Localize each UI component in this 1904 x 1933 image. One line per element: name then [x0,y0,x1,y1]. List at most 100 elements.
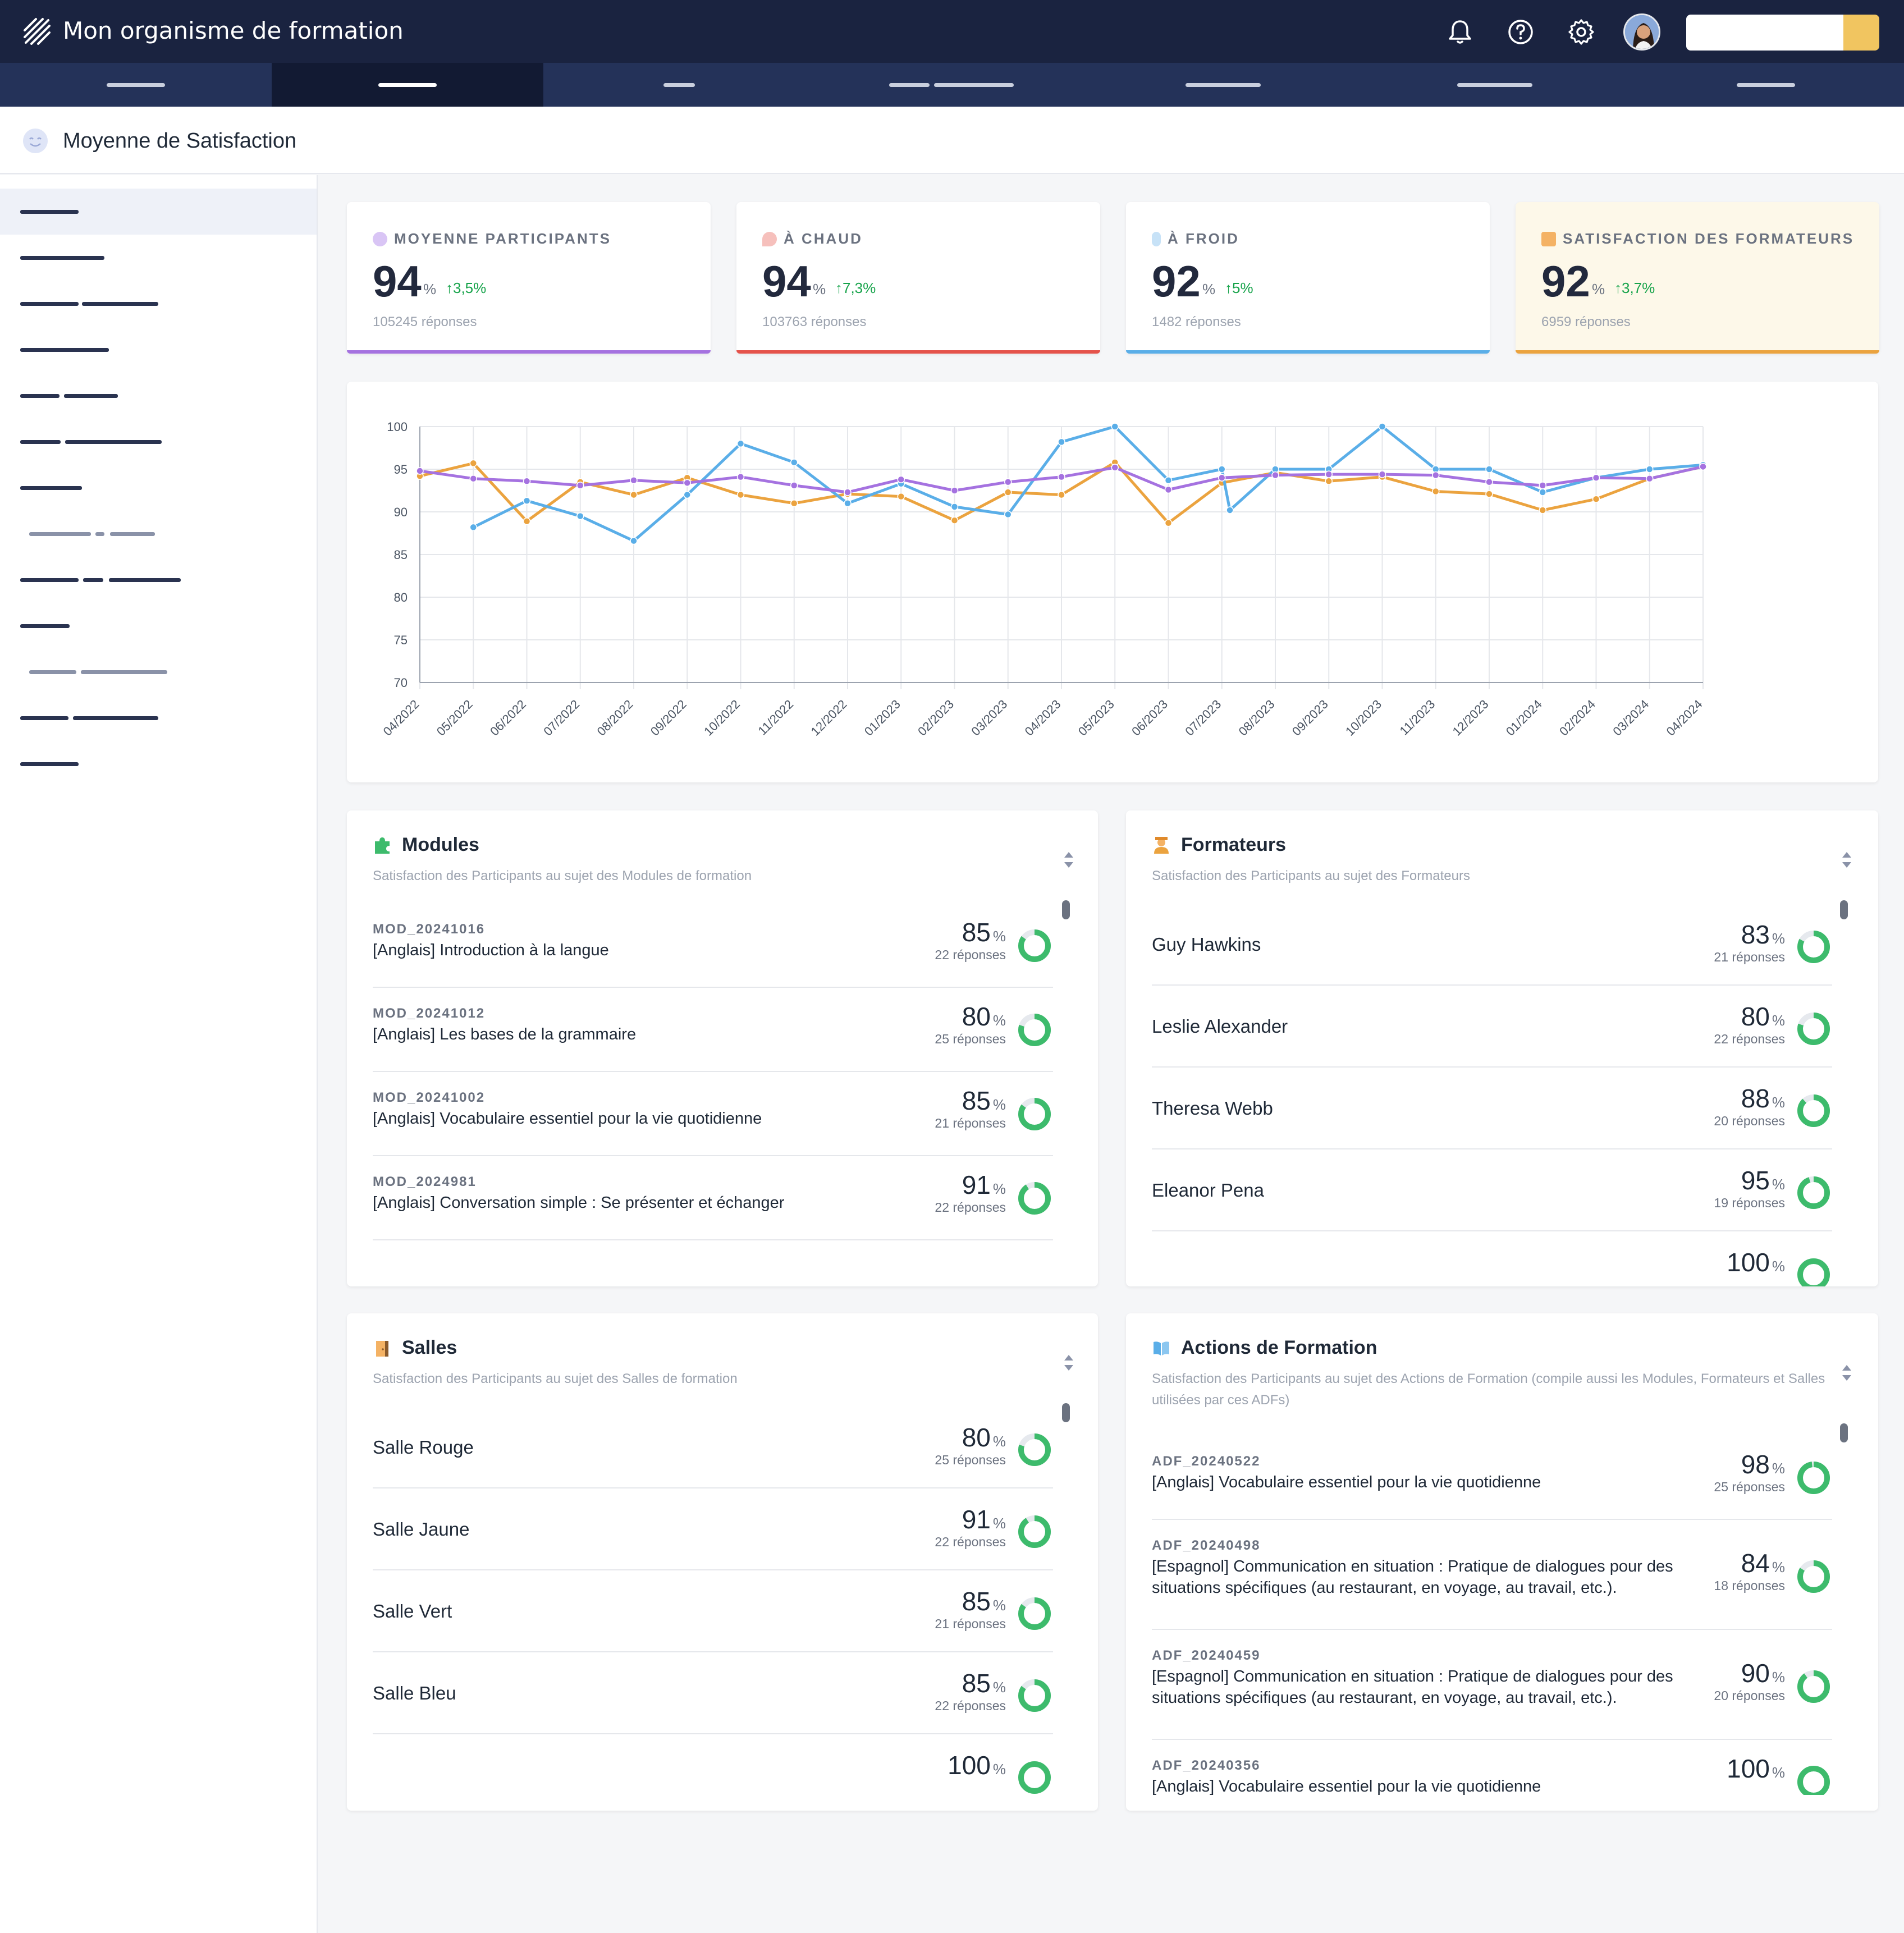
data-point[interactable] [523,517,531,525]
list-item[interactable]: ADF_20240459 [Espagnol] Communication en … [1152,1630,1832,1740]
data-point[interactable] [897,475,905,483]
data-point[interactable] [844,488,852,496]
list-item[interactable]: ADF_20240498 [Espagnol] Communication en … [1152,1520,1832,1630]
search-button[interactable] [1843,15,1879,51]
data-point[interactable] [1325,477,1333,485]
data-point[interactable] [1164,519,1173,527]
data-point[interactable] [1539,506,1546,514]
data-point[interactable] [523,477,531,485]
data-point[interactable] [1271,471,1279,479]
data-point[interactable] [683,479,691,487]
data-point[interactable] [1485,465,1493,473]
data-point[interactable] [1325,470,1333,478]
data-point[interactable] [1592,474,1600,482]
data-point[interactable] [1226,506,1234,514]
sidebar-item-11[interactable] [0,741,317,787]
sort-icon[interactable] [1062,1353,1075,1373]
sort-icon[interactable] [1840,1363,1853,1383]
tab-3[interactable] [543,63,815,107]
list-item[interactable]: ADF_20240522 [Anglais] Vocabulaire essent… [1152,1436,1832,1520]
data-point[interactable] [523,497,531,505]
data-point[interactable] [469,459,477,468]
data-point[interactable] [897,492,905,501]
tab-6[interactable] [1358,63,1630,107]
data-point[interactable] [1699,462,1707,471]
list-item[interactable]: Salle Vert 85% 21 réponses [373,1570,1053,1652]
data-point[interactable] [469,523,477,532]
sidebar-item-8[interactable] [0,557,317,603]
data-point[interactable] [1592,495,1600,503]
data-point[interactable] [630,491,638,499]
data-point[interactable] [576,482,584,489]
list-item[interactable]: Leslie Alexander 80% 22 réponses [1152,986,1832,1068]
data-point[interactable] [469,474,477,483]
list-item[interactable]: 100% [373,1734,1053,1811]
scrollbar-thumb[interactable] [1840,1423,1848,1442]
data-point[interactable] [1058,491,1065,499]
sidebar-subitem-2[interactable] [0,649,317,695]
sidebar-item-9[interactable] [0,603,317,649]
data-point[interactable] [950,487,959,494]
list-item[interactable]: Salle Bleu 85% 22 réponses [373,1652,1053,1734]
tab-2[interactable] [272,63,543,107]
list-item[interactable]: MOD_20241012 [Anglais] Les bases de la gr… [373,988,1053,1072]
data-point[interactable] [790,459,798,466]
gear-icon[interactable] [1567,18,1595,46]
data-point[interactable] [1164,485,1173,494]
help-icon[interactable] [1507,18,1535,46]
sidebar-item-3[interactable] [0,281,317,327]
data-point[interactable] [736,439,745,448]
data-point[interactable] [1004,488,1012,496]
tab-4[interactable] [815,63,1087,107]
data-point[interactable] [1164,477,1173,484]
data-point[interactable] [1539,488,1546,496]
data-point[interactable] [736,473,745,481]
sidebar-item-4[interactable] [0,327,317,373]
sidebar-item-2[interactable] [0,235,317,281]
data-point[interactable] [1378,470,1386,478]
data-point[interactable] [1111,464,1119,471]
sidebar-item-7[interactable] [0,465,317,511]
scrollbar-thumb[interactable] [1062,900,1070,919]
satisfaction-line-chart[interactable]: 70 75 80 85 90 95 100 04/2022 05/2022 06/2022 07/2… [347,382,1878,782]
data-point[interactable] [1485,490,1493,498]
tab-5[interactable] [1087,63,1358,107]
tab-7[interactable] [1630,63,1904,107]
data-point[interactable] [576,512,584,520]
data-point[interactable] [1432,471,1440,479]
data-point[interactable] [844,500,852,507]
data-point[interactable] [1646,474,1654,483]
sort-icon[interactable] [1062,850,1075,870]
list-item[interactable]: Salle Rouge 80% 25 réponses [373,1407,1053,1488]
list-item[interactable]: Theresa Webb 88% 20 réponses [1152,1068,1832,1149]
data-point[interactable] [790,482,798,489]
sidebar-item-1[interactable] [0,189,317,235]
list-item[interactable]: Salle Jaune 91% 22 réponses [373,1488,1053,1570]
data-point[interactable] [950,516,959,524]
scrollbar-thumb[interactable] [1062,1403,1070,1422]
scrollbar-thumb[interactable] [1840,900,1848,919]
data-point[interactable] [630,477,638,484]
data-point[interactable] [1058,438,1065,446]
sidebar-subitem-1[interactable] [0,511,317,557]
sidebar-item-5[interactable] [0,373,317,419]
sidebar-item-10[interactable] [0,695,317,741]
list-item[interactable]: Guy Hawkins 83% 21 réponses [1152,904,1832,986]
search-input[interactable] [1686,15,1843,51]
data-point[interactable] [1218,474,1226,482]
data-point[interactable] [1378,423,1386,430]
list-item[interactable]: 100% [1152,1231,1832,1286]
data-point[interactable] [1004,478,1012,486]
data-point[interactable] [1058,473,1065,481]
data-point[interactable] [736,491,745,499]
avatar[interactable] [1623,13,1660,51]
data-point[interactable] [1218,465,1226,473]
list-item[interactable]: MOD_20241002 [Anglais] Vocabulaire essent… [373,1072,1053,1156]
data-point[interactable] [1539,482,1546,489]
data-point[interactable] [1432,487,1440,496]
data-point[interactable] [790,500,798,507]
data-point[interactable] [1004,510,1012,519]
bell-icon[interactable] [1446,18,1474,46]
data-point[interactable] [630,537,638,545]
data-point[interactable] [416,467,424,475]
